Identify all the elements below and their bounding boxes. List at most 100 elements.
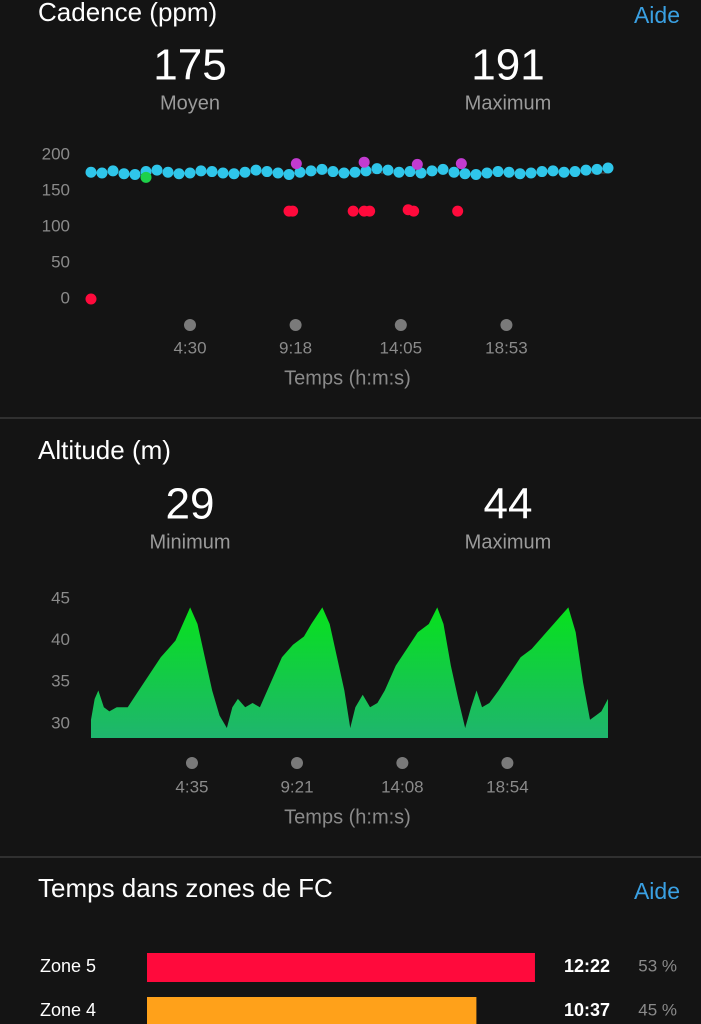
x-tick-dot [184,319,196,331]
x-tick-dot [501,757,514,769]
cadence-point [290,158,302,170]
cadence-point [85,166,97,178]
zone-time: 12:22 [564,956,610,976]
cadence-point [558,166,570,178]
cadence-point [195,165,207,177]
zone-time: 10:37 [564,1000,610,1020]
help-link[interactable]: Aide [634,878,680,904]
cadence-point [547,165,559,177]
cadence-point [162,166,174,178]
x-axis-title: Temps (h:m:s) [284,367,411,389]
cadence-point [448,166,460,178]
stat-label: Minimum [149,531,230,553]
cadence-point [261,166,273,178]
zone-bar [147,997,477,1024]
x-tick-label: 4:35 [175,777,208,796]
section-title: Altitude (m) [38,435,171,465]
cadence-point [287,205,299,217]
cadence-point [415,167,427,179]
cadence-point [536,166,548,178]
stat-value: 175 [153,41,226,90]
cadence-point [393,166,405,178]
zone-label: Zone 4 [40,1000,96,1020]
x-tick-dot [290,757,303,769]
x-tick-label: 9:18 [279,338,312,357]
cadence-point [459,168,471,180]
cadence-point [514,168,526,180]
cadence-point [437,163,449,175]
cadence-point [591,163,603,175]
x-tick-label: 9:21 [280,777,313,796]
cadence-point [349,166,361,178]
cadence-point [294,166,306,178]
cadence-point [228,168,240,180]
cadence-point [455,158,467,170]
help-link[interactable]: Aide [634,2,680,28]
cadence-point [452,205,464,217]
cadence-point [569,166,581,178]
x-tick-label: 18:54 [486,777,529,796]
zone-bar [147,953,535,982]
y-tick-label: 30 [51,713,70,732]
cadence-point [217,167,229,179]
section-title: Cadence (ppm) [38,0,217,27]
y-tick-label: 40 [51,630,70,649]
stat-value: 44 [484,480,533,529]
cadence-point [426,165,438,177]
cadence-point [364,205,376,217]
stat-label: Maximum [465,531,552,553]
y-tick-label: 100 [42,216,70,235]
cadence-point [283,168,295,180]
cadence-point [107,165,119,177]
cadence-point [503,166,515,178]
cadence-point [96,167,108,179]
cadence-point [371,163,383,175]
cadence-point [250,164,262,176]
cadence-point [492,166,504,178]
cadence-point [184,167,196,179]
cadence-point [239,166,251,178]
cadence-point [525,167,537,179]
cadence-point [382,164,394,176]
cadence-point [140,171,152,183]
section-title: Temps dans zones de FC [38,873,333,903]
cadence-point [360,165,372,177]
cadence-point [85,293,97,305]
x-tick-label: 14:08 [381,777,424,796]
zone-label: Zone 5 [40,956,96,976]
stat-label: Maximum [465,92,552,114]
cadence-point [470,168,482,180]
cadence-point [206,166,218,178]
y-tick-label: 45 [51,588,70,607]
zone-percent: 45 % [638,1000,677,1019]
cadence-point [338,167,350,179]
cadence-point [305,165,317,177]
cadence-point [129,168,141,180]
cadence-point [347,205,359,217]
cadence-point [358,156,370,168]
cadence-point [411,158,423,170]
x-tick-dot [394,319,407,331]
altitude-area [91,607,608,738]
x-tick-label: 14:05 [380,338,423,357]
stat-value: 191 [471,41,544,90]
y-tick-label: 35 [51,672,70,691]
cadence-point [481,167,493,179]
cadence-point [272,167,284,179]
x-tick-dot [289,319,302,331]
y-tick-label: 0 [61,288,70,307]
y-tick-label: 200 [42,144,70,163]
cadence-point [151,164,163,176]
x-tick-dot [500,319,513,331]
stat-value: 29 [166,480,215,529]
y-tick-label: 50 [51,252,70,271]
cadence-point [316,163,328,175]
x-axis-title: Temps (h:m:s) [284,806,411,828]
y-tick-label: 150 [42,180,70,199]
x-tick-label: 18:53 [485,338,528,357]
cadence-point [580,164,592,176]
cadence-point [602,162,614,174]
x-tick-label: 4:30 [173,338,206,357]
